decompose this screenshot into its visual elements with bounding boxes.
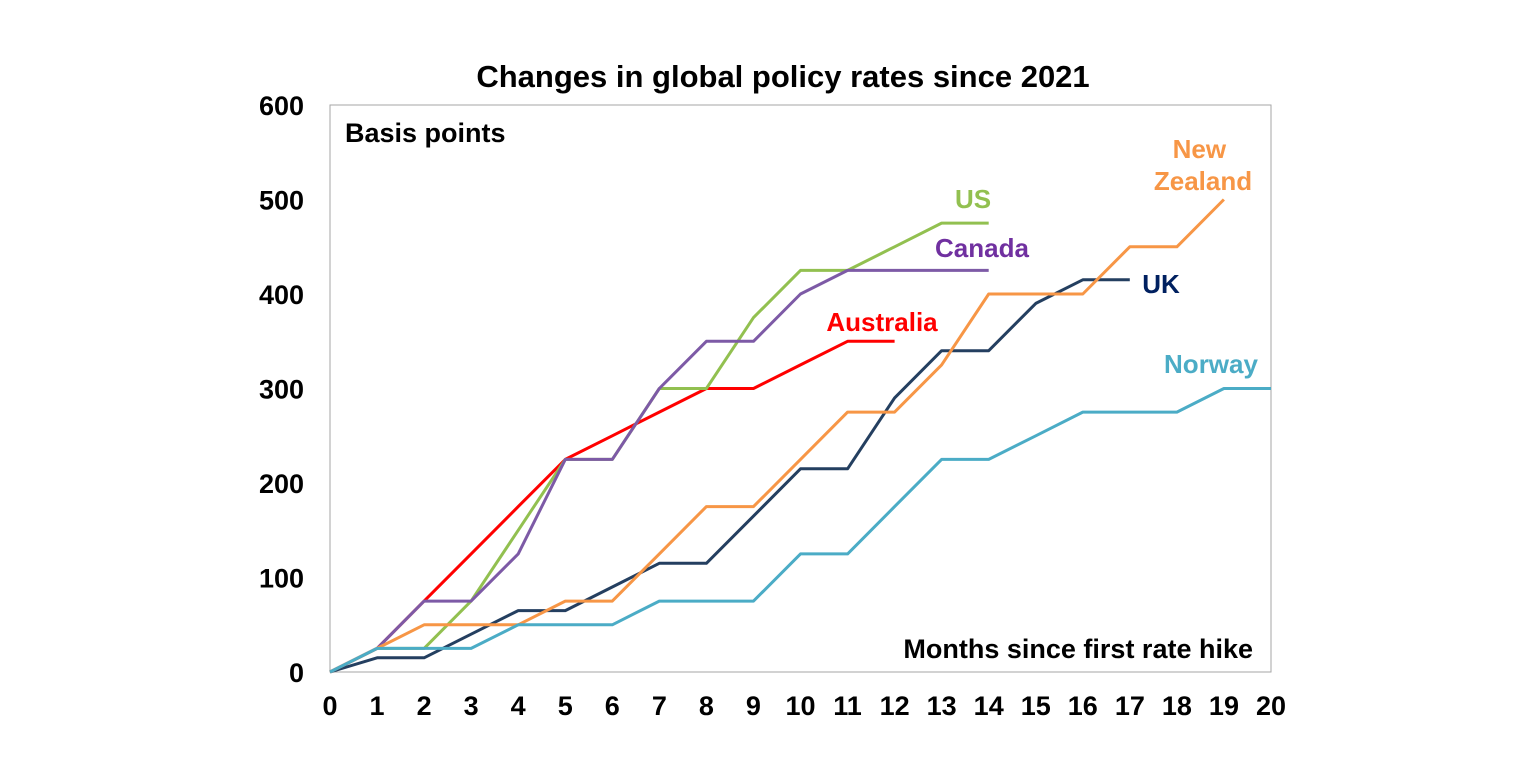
x-tick-label: 2 [417,691,432,721]
x-tick-label: 0 [322,691,337,721]
x-axis-ticks: 0 1 2 3 4 5 6 7 8 9 10 11 12 13 14 15 16 17 18 19 20 [322,691,1286,721]
series-label-uk: UK [1142,269,1180,299]
x-tick-label: 15 [1021,691,1051,721]
x-tick-label: 16 [1068,691,1098,721]
x-tick-label: 10 [785,691,815,721]
series-label-canada: Canada [935,233,1029,263]
x-axis-label: Months since first rate hike [903,634,1253,664]
series-label-new-zealand: New Zealand [1154,134,1252,196]
y-axis-ticks: 0 100 200 300 400 500 600 [259,91,304,688]
x-tick-label: 13 [927,691,957,721]
series-label-us: US [955,184,991,214]
x-tick-label: 7 [652,691,667,721]
x-tick-label: 1 [370,691,385,721]
x-tick-label: 17 [1115,691,1145,721]
x-tick-label: 5 [558,691,573,721]
x-tick-label: 9 [746,691,761,721]
y-tick-label: 200 [259,469,304,499]
x-tick-label: 3 [464,691,479,721]
x-tick-label: 20 [1256,691,1286,721]
y-axis-label: Basis points [345,118,506,148]
series-line-australia [329,339,895,674]
y-tick-label: 600 [259,91,304,121]
series-line-new-zealand [329,198,1225,674]
series-line-us [329,221,989,674]
plot-area-border [329,104,1272,673]
x-tick-label: 12 [880,691,910,721]
x-tick-label: 8 [699,691,714,721]
x-tick-label: 6 [605,691,620,721]
x-tick-label: 4 [511,691,526,721]
series-line-canada [329,268,989,674]
y-tick-label: 500 [259,186,304,216]
x-tick-label: 19 [1209,691,1239,721]
x-tick-label: 14 [974,691,1004,721]
series-label-australia: Australia [826,307,938,337]
x-tick-label: 11 [833,691,862,721]
y-tick-label: 0 [289,658,304,688]
series-label-norway: Norway [1164,349,1258,379]
y-tick-label: 100 [259,564,304,594]
series-line-uk [329,278,1130,674]
series-line-norway [329,387,1271,674]
x-tick-label: 18 [1162,691,1192,721]
chart-title: Changes in global policy rates since 202… [476,59,1089,94]
y-tick-label: 400 [259,280,304,310]
series-lines [329,198,1271,674]
series-labels: US Canada Australia UK Norway New Zealan… [826,134,1258,379]
y-tick-label: 300 [259,375,304,405]
